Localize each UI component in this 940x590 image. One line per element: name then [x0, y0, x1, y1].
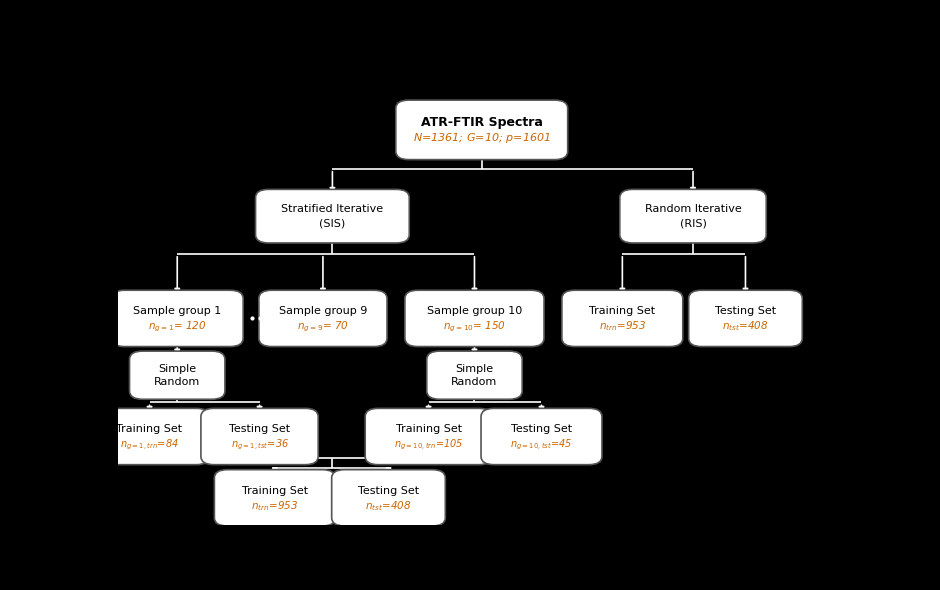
- FancyBboxPatch shape: [365, 408, 492, 465]
- Text: Testing Set: Testing Set: [229, 424, 290, 434]
- FancyBboxPatch shape: [258, 290, 387, 346]
- Text: ATR-FTIR Spectra: ATR-FTIR Spectra: [421, 116, 542, 129]
- FancyBboxPatch shape: [256, 189, 409, 243]
- Text: Testing Set: Testing Set: [715, 306, 776, 316]
- Text: $n_{tst}$=408: $n_{tst}$=408: [722, 320, 769, 333]
- FancyBboxPatch shape: [427, 351, 523, 399]
- Text: $n_{tst}$=408: $n_{tst}$=408: [366, 499, 412, 513]
- Text: Simple: Simple: [455, 365, 494, 375]
- Text: $n_{g=1,trn}$=84: $n_{g=1,trn}$=84: [120, 437, 179, 452]
- FancyBboxPatch shape: [111, 290, 243, 346]
- Text: Stratified Iterative: Stratified Iterative: [281, 205, 384, 215]
- Text: $n_{g=10}$= 150: $n_{g=10}$= 150: [443, 319, 506, 333]
- Text: Sample group 9: Sample group 9: [279, 306, 368, 316]
- Text: $n_{g=1,tst}$=36: $n_{g=1,tst}$=36: [230, 437, 289, 452]
- Text: (SIS): (SIS): [320, 219, 346, 229]
- Text: $n_{g=9}$= 70: $n_{g=9}$= 70: [297, 319, 349, 333]
- FancyBboxPatch shape: [396, 100, 568, 160]
- Text: Random Iterative: Random Iterative: [645, 205, 742, 215]
- FancyBboxPatch shape: [90, 408, 210, 465]
- Text: Sample group 1: Sample group 1: [133, 306, 221, 316]
- Text: $N$=1361; $G$=10; $p$=1601: $N$=1361; $G$=10; $p$=1601: [413, 132, 551, 146]
- FancyBboxPatch shape: [481, 408, 602, 465]
- Text: Testing Set: Testing Set: [511, 424, 572, 434]
- Text: $n_{trn}$=953: $n_{trn}$=953: [599, 320, 646, 333]
- Text: $n_{g=1}$= 120: $n_{g=1}$= 120: [149, 319, 207, 333]
- FancyBboxPatch shape: [130, 351, 225, 399]
- FancyBboxPatch shape: [689, 290, 803, 346]
- Text: Training Set: Training Set: [117, 424, 182, 434]
- Text: Random: Random: [154, 376, 200, 386]
- Text: $n_{trn}$=953: $n_{trn}$=953: [251, 499, 298, 513]
- FancyBboxPatch shape: [214, 470, 336, 526]
- FancyBboxPatch shape: [562, 290, 682, 346]
- Text: Training Set: Training Set: [242, 486, 308, 496]
- Text: Testing Set: Testing Set: [358, 486, 419, 496]
- FancyBboxPatch shape: [332, 470, 446, 526]
- FancyBboxPatch shape: [201, 408, 319, 465]
- Text: $n_{g=10,trn}$=105: $n_{g=10,trn}$=105: [394, 437, 463, 452]
- FancyBboxPatch shape: [405, 290, 544, 346]
- Text: Training Set: Training Set: [589, 306, 655, 316]
- Text: Sample group 10: Sample group 10: [427, 306, 522, 316]
- Text: Simple: Simple: [158, 365, 196, 375]
- Text: $n_{g=10,tst}$=45: $n_{g=10,tst}$=45: [510, 437, 572, 452]
- Text: Training Set: Training Set: [396, 424, 462, 434]
- Text: (RIS): (RIS): [680, 219, 707, 229]
- FancyBboxPatch shape: [619, 189, 766, 243]
- Text: Random: Random: [451, 376, 497, 386]
